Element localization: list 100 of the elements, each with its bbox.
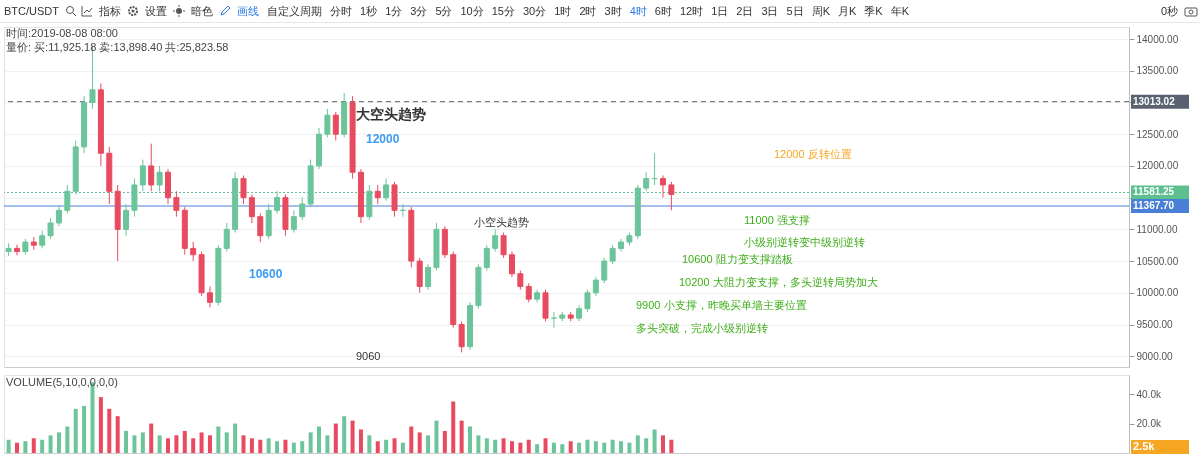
annotation: VOLUME(5,10,0,0,0,0) <box>6 376 118 388</box>
bar <box>107 408 112 453</box>
bar <box>451 401 456 453</box>
bar <box>258 439 263 453</box>
bar <box>82 405 87 453</box>
candlestick <box>139 159 146 192</box>
bar <box>501 438 506 453</box>
text: 2日 <box>736 3 754 19</box>
ref-line-label: 11581.25 <box>1133 186 1175 198</box>
bar <box>551 442 556 453</box>
candlestick <box>458 320 465 353</box>
text: BTC/USDT <box>4 5 59 17</box>
annotation: 大空头趋势 <box>356 106 426 122</box>
candlestick <box>257 212 264 243</box>
candlestick <box>643 171 650 192</box>
text: 画线 <box>237 3 259 19</box>
bar <box>149 423 154 453</box>
bar <box>367 435 372 453</box>
bar <box>660 435 665 453</box>
candlestick <box>609 244 616 265</box>
bar <box>98 397 103 453</box>
bar <box>417 432 422 453</box>
y-tick-label: 12500.00 <box>1136 128 1179 140</box>
candlestick <box>592 276 599 297</box>
annotation: 9060 <box>356 350 381 362</box>
bar <box>233 423 238 453</box>
bar <box>241 435 246 453</box>
candlestick <box>240 174 247 205</box>
bar <box>535 444 540 453</box>
text: 1时 <box>554 3 572 19</box>
bar <box>216 426 221 453</box>
bar <box>15 442 19 453</box>
text: 3日 <box>761 3 779 19</box>
text: 30分 <box>523 3 547 19</box>
bar <box>166 438 171 453</box>
bar <box>484 438 489 453</box>
candlestick <box>64 184 71 214</box>
text: 暗色 <box>191 3 213 19</box>
y-tick-label: 9000.00 <box>1136 350 1174 362</box>
bar <box>325 435 330 453</box>
candlestick <box>508 251 515 278</box>
bar <box>73 408 78 453</box>
text: 2时 <box>579 3 597 19</box>
bar <box>350 420 355 453</box>
text: 10分 <box>460 3 484 19</box>
bar <box>249 438 254 453</box>
bar <box>224 432 229 453</box>
text: 自定义周期 <box>267 3 322 19</box>
bar <box>140 432 145 453</box>
bar <box>509 441 514 453</box>
bar <box>40 439 45 453</box>
candlestick <box>525 282 532 303</box>
bar <box>157 435 162 453</box>
candlestick <box>248 193 255 224</box>
bar <box>560 444 565 453</box>
bar <box>275 441 280 453</box>
ref-line-label: 13013.02 <box>1133 95 1176 107</box>
candlestick <box>299 197 306 221</box>
bar <box>577 442 582 453</box>
bar <box>174 435 179 453</box>
bar <box>300 441 305 453</box>
bar <box>593 441 598 453</box>
bar <box>6 439 11 453</box>
candlestick <box>500 232 507 259</box>
bar <box>115 416 120 453</box>
bar <box>358 429 363 453</box>
bar <box>627 442 632 453</box>
bar <box>493 439 498 453</box>
text: 指标 <box>99 3 121 19</box>
text: 5分 <box>435 3 453 19</box>
bar <box>652 429 657 453</box>
annotation: 9900 小支撑，昨晚买单墙主要位置 <box>636 299 807 311</box>
bar <box>124 430 129 453</box>
bar <box>375 441 380 453</box>
text: 15分 <box>491 3 515 19</box>
text: 周K <box>811 3 830 19</box>
bar <box>400 442 405 453</box>
candlestick <box>483 244 490 272</box>
bar <box>384 439 389 453</box>
annotation: 12000 反转位置 <box>774 148 852 160</box>
bar <box>199 432 204 453</box>
bar <box>266 438 271 453</box>
bar <box>317 426 322 453</box>
bar <box>476 435 481 453</box>
bar <box>283 439 288 453</box>
bar <box>48 435 53 453</box>
y-tick-label: 11000.00 <box>1136 223 1178 235</box>
y-tick-label: 10500.00 <box>1136 255 1179 267</box>
candlestick <box>492 228 499 253</box>
text: 年K <box>890 3 909 19</box>
bar <box>468 426 473 453</box>
candlestick <box>206 285 213 308</box>
text: 5日 <box>786 3 804 19</box>
bar <box>392 438 397 453</box>
candlestick <box>601 257 608 284</box>
candlestick <box>123 203 130 237</box>
text: 1分 <box>385 3 403 19</box>
candlestick <box>517 270 524 291</box>
text: 12时 <box>679 3 704 19</box>
text: 分时 <box>330 3 352 19</box>
